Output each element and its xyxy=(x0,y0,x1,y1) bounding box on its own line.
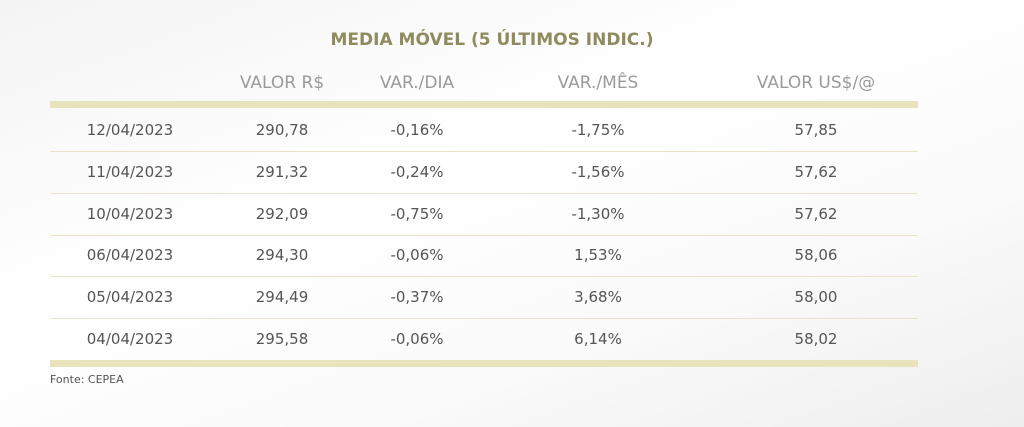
row-divider xyxy=(50,276,918,277)
table-cell: 57,62 xyxy=(794,162,838,181)
table-cell: 294,49 xyxy=(255,288,309,307)
header-rule xyxy=(50,101,918,108)
table-cell: 06/04/2023 xyxy=(86,246,174,265)
table-cell: -1,56% xyxy=(571,162,625,181)
table-cell: 04/04/2023 xyxy=(86,330,174,348)
table-cell: -0,24% xyxy=(390,162,444,181)
table-cell: 58,02 xyxy=(794,330,838,348)
table-cell: 290,78 xyxy=(255,121,309,139)
row-divider xyxy=(50,151,918,152)
table-cell: 05/04/2023 xyxy=(86,288,174,307)
table-cell: 1,53% xyxy=(574,246,622,265)
table-cell: 294,30 xyxy=(255,246,309,265)
table-cell: -0,16% xyxy=(390,121,444,139)
table-cell: 292,09 xyxy=(255,204,309,223)
table-cell: 12/04/2023 xyxy=(86,121,174,139)
column-header: VAR./DIA xyxy=(379,73,455,93)
row-divider xyxy=(50,318,918,319)
table-cell: 58,00 xyxy=(794,288,838,307)
table-cell: -0,06% xyxy=(390,246,444,265)
column-header: VALOR US$/@ xyxy=(756,73,876,93)
table-cell: 3,68% xyxy=(574,288,622,307)
table-cell: -0,37% xyxy=(390,288,444,307)
column-header: VAR./MÊS xyxy=(557,73,639,93)
table-cell: 57,85 xyxy=(794,121,838,139)
source-note: Fonte: CEPEA xyxy=(50,373,124,386)
table-cell: 6,14% xyxy=(574,330,622,348)
column-header: VALOR R$ xyxy=(239,73,325,93)
row-divider xyxy=(50,193,918,194)
table-cell: -1,75% xyxy=(571,121,625,139)
table-cell: 291,32 xyxy=(255,162,309,181)
table-cell: 295,58 xyxy=(255,330,309,348)
table-title: MEDIA MÓVEL (5 ÚLTIMOS INDIC.) xyxy=(330,30,654,50)
table-cell: 58,06 xyxy=(794,246,838,265)
table-cell: 57,62 xyxy=(794,204,838,223)
table-cell: 10/04/2023 xyxy=(86,204,174,223)
row-divider xyxy=(50,235,918,236)
table-cell: -0,75% xyxy=(390,204,444,223)
table-cell: 11/04/2023 xyxy=(86,162,174,181)
table-cell: -1,30% xyxy=(571,204,625,223)
table-cell: -0,06% xyxy=(390,330,444,348)
footer-rule xyxy=(50,360,918,367)
